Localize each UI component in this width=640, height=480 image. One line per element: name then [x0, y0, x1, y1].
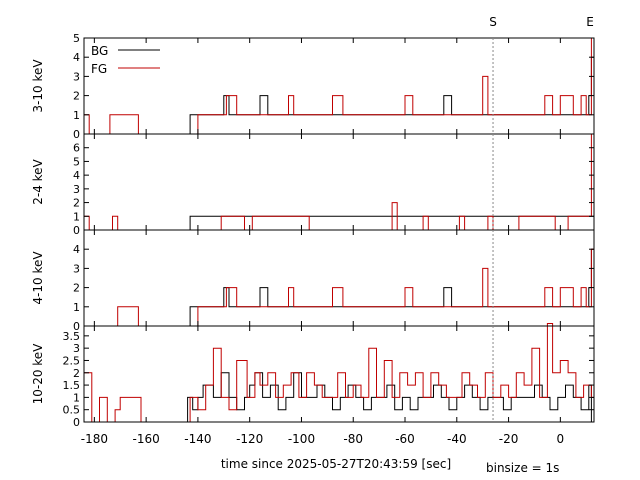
y-axis-label: 4-10 keV — [31, 251, 45, 305]
series-bg — [187, 372, 594, 423]
panel-1: 0 1 2 3 4 5 3-10 keV — [31, 32, 595, 141]
y-tick-label: 0.5 — [63, 404, 81, 417]
y-tick-label: 1 — [73, 210, 80, 223]
y-axis-label: 3-10 keV — [31, 59, 45, 113]
panel-4: 00.511.522.533.510-20 keV — [31, 323, 595, 429]
x-axis-label: time since 2025-05-27T20:43:59 [sec] — [221, 457, 451, 471]
y-tick-label: 0 — [73, 128, 80, 141]
y-axis-label: 2-4 keV — [31, 158, 45, 204]
y-tick-label: 3 — [73, 183, 80, 196]
binsize-label: binsize = 1s — [486, 461, 559, 475]
panel-frame — [83, 325, 595, 423]
y-tick-label: 3 — [73, 70, 80, 83]
legend-label: BG — [91, 44, 108, 58]
y-tick-label: 6 — [73, 142, 80, 155]
y-tick-label: 3 — [73, 342, 80, 355]
series-fg — [83, 323, 594, 423]
y-tick-label: 4 — [73, 51, 80, 64]
x-tick-label: -140 — [184, 432, 211, 446]
series-fg — [84, 248, 594, 327]
y-tick-label: 5 — [73, 32, 80, 45]
y-tick-label: 2 — [73, 197, 80, 210]
y-tick-label: 2 — [73, 90, 80, 103]
y-axis-label: 10-20 keV — [31, 343, 45, 405]
y-tick-label: 3 — [73, 262, 80, 275]
y-tick-label: 4 — [73, 243, 80, 256]
legend-label: FG — [91, 62, 107, 76]
series-bg — [189, 248, 594, 326]
y-tick-label: 1 — [73, 391, 80, 404]
x-tick-label: -160 — [133, 432, 160, 446]
panel-frame — [83, 229, 595, 327]
y-tick-label: 5 — [73, 155, 80, 168]
y-tick-label: 2.5 — [63, 354, 81, 367]
y-tick-label: 1 — [73, 109, 80, 122]
marker-label-e: E — [586, 15, 594, 29]
y-tick-label: 3.5 — [63, 330, 81, 343]
series-fg — [83, 37, 594, 135]
y-tick-label: 2 — [73, 367, 80, 380]
y-tick-label: 0 — [73, 416, 80, 429]
series-fg — [83, 133, 594, 231]
x-tick-label: -20 — [499, 432, 519, 446]
x-tick-label: -80 — [343, 432, 363, 446]
y-tick-label: 4 — [73, 169, 80, 182]
marker-label-s: S — [489, 15, 497, 29]
y-tick-label: 2 — [73, 282, 80, 295]
x-tick-label: -40 — [447, 432, 467, 446]
x-tick-label: -60 — [395, 432, 415, 446]
panel-3: 0 1 2 3 4 4-10 keV — [31, 229, 595, 333]
panel-frame — [83, 37, 595, 135]
x-tick-label: -180 — [81, 432, 108, 446]
legend: BG FG — [91, 44, 160, 76]
x-tick-label: -100 — [288, 432, 315, 446]
series-bg — [189, 56, 594, 134]
panel-frame — [83, 133, 595, 231]
y-tick-label: 0 — [73, 224, 80, 237]
y-tick-label: 1 — [73, 301, 80, 314]
x-tick-label: 0 — [557, 432, 565, 446]
x-tick-label: -120 — [236, 432, 263, 446]
y-tick-label: 0 — [73, 320, 80, 333]
y-tick-label: 1.5 — [63, 379, 81, 392]
